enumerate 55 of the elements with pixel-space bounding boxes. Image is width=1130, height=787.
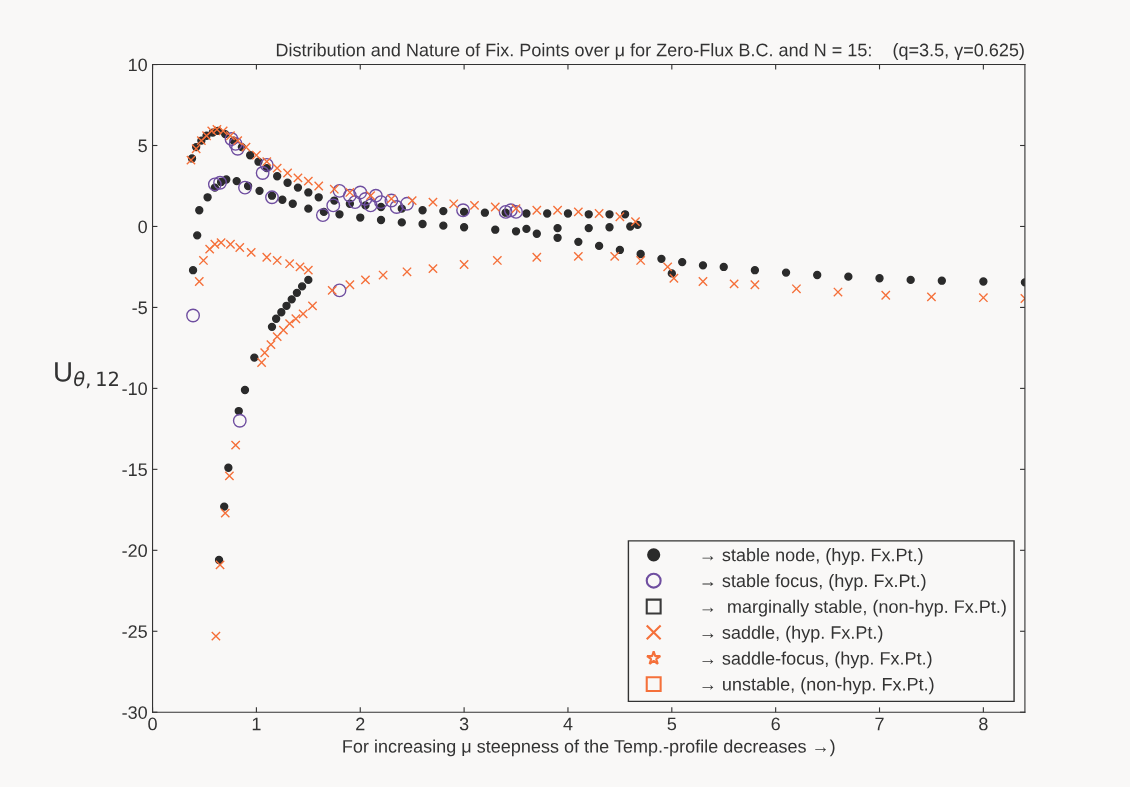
point [332,283,347,298]
y-tick-label: 0 [138,220,147,234]
point [374,195,388,210]
point [224,132,239,146]
x-tick-label: 8 [979,717,988,731]
point [186,308,200,323]
y-tick-label: -15 [122,463,147,477]
point [332,183,347,198]
point [348,195,363,210]
point [315,208,330,223]
point [353,185,368,200]
y-axis-title: U$_{θ,12}$ [55,362,118,389]
legend-label: → unstable, (non-hyp. Fx.Pt.) [702,677,934,695]
x-tick-label: 2 [356,717,365,731]
legend-label: → saddle-focus, (hyp. Fx.Pt.) [702,651,932,669]
x-tick-label: 1 [252,717,261,731]
point [456,203,471,218]
point [400,196,414,211]
legend-label: → marginally stable, (non-hyp. Fx.Pt.) [702,599,1006,617]
point [230,141,245,156]
chart-title: Distribution and Nature of Fix. Points over μ for Zero-Flux B.C. and N = 15: (q=3.5, γ=0.625) [276,43,1024,60]
point [363,198,378,213]
y-tick-label: -25 [122,625,147,638]
point [368,188,383,203]
x-tick-label: 7 [875,717,884,731]
y-tick-label: -30 [122,706,147,719]
x-tick-label: 0 [148,717,157,731]
point [259,157,274,172]
point [509,204,523,219]
point [503,203,518,218]
point [358,191,373,206]
legend-label: → stable node, (hyp. Fx.Pt.) [702,548,923,565]
y-tick-label: 5 [138,139,147,153]
point [389,200,404,214]
point [255,166,270,180]
y-tick-label: 10 [128,58,147,72]
y-tick-label: -5 [132,301,147,315]
x-tick-label: 6 [771,717,780,731]
x-tick-label: 3 [459,717,469,731]
point [265,190,279,205]
x-tick-label: 4 [563,717,573,731]
legend-label: → saddle, (hyp. Fx.Pt.) [702,625,883,643]
x-tick-label: 5 [667,717,677,731]
x-axis-title: For increasing μ steepness of the Temp.-profile decreases →) [343,739,835,757]
y-tick-label: -10 [122,382,147,396]
point [238,180,252,195]
legend-label: → stable focus, (hyp. Fx.Pt.) [702,573,926,591]
point [207,177,222,192]
y-tick-label: -20 [122,544,147,558]
point [232,413,247,428]
point [384,193,399,208]
point [498,204,513,219]
point [228,136,243,151]
point [342,188,357,203]
point [326,198,341,213]
